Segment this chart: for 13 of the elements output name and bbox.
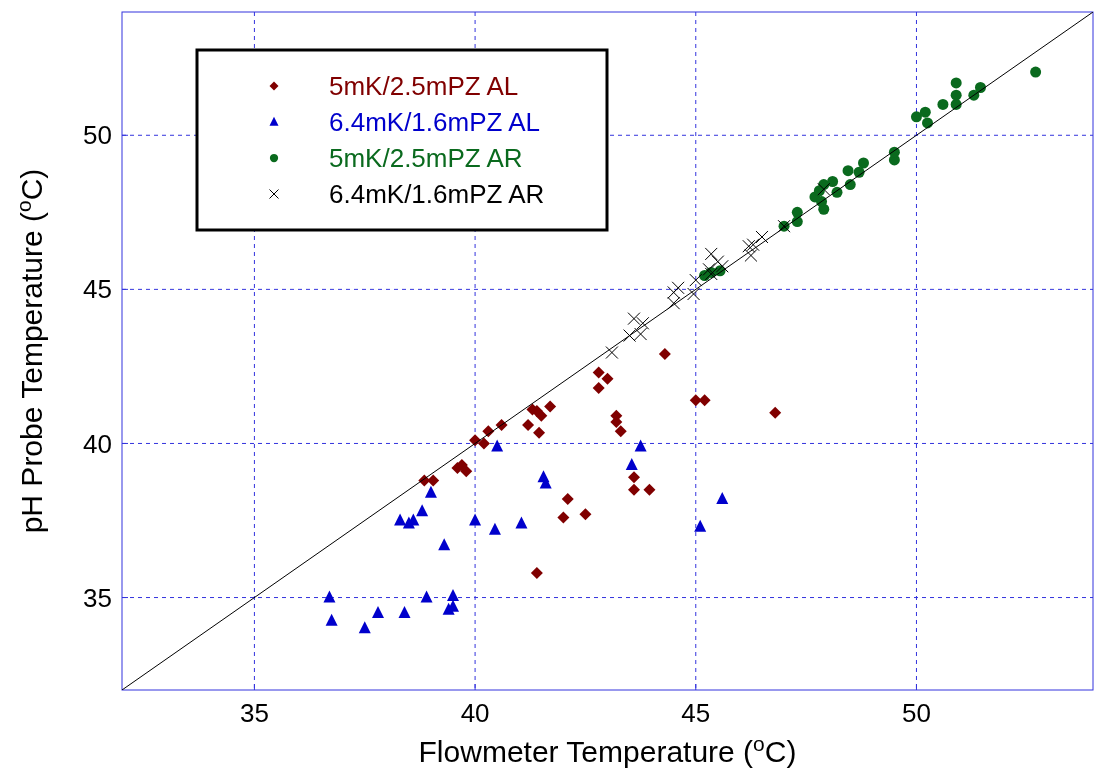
x-tick-label: 45 bbox=[681, 698, 711, 728]
legend-label: 6.4mK/1.6mPZ AR bbox=[329, 179, 545, 210]
y-tick-label: 35 bbox=[83, 582, 112, 613]
x-axis-title: Flowmeter Temperature ($^{o}$C) bbox=[418, 731, 797, 768]
y-tick-label: 50 bbox=[83, 120, 112, 151]
x-tick-label: 40 bbox=[460, 698, 490, 728]
legend-label: 6.4mK/1.6mPZ AL bbox=[329, 107, 540, 138]
x-tick-label: 35 bbox=[239, 698, 269, 728]
legend-label: 5mK/2.5mPZ AL bbox=[329, 71, 519, 102]
legend-label: 5mK/2.5mPZ AR bbox=[329, 143, 523, 174]
y-tick-label: 45 bbox=[83, 274, 112, 305]
y-tick-label: 40 bbox=[83, 428, 112, 459]
x-tick-label: 50 bbox=[901, 698, 931, 728]
